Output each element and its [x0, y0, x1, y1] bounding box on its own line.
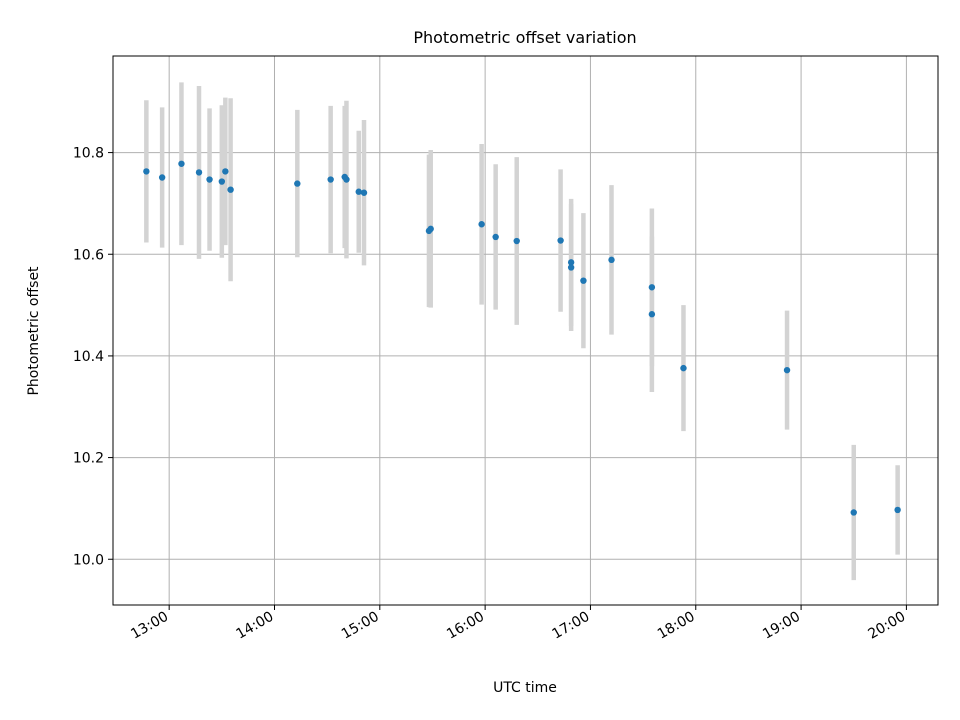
- plot-frame: [112, 55, 939, 606]
- data-point: [648, 284, 656, 291]
- data-point: [218, 178, 226, 185]
- data-point: [355, 188, 362, 195]
- data-point: [158, 174, 166, 181]
- y-tick-label: 10.8: [73, 146, 104, 162]
- data-point: [143, 168, 150, 175]
- data-point: [195, 169, 203, 176]
- data-point: [567, 259, 575, 266]
- data-point: [227, 186, 234, 193]
- data-point: [327, 176, 334, 183]
- data-point: [608, 256, 615, 264]
- data-point: [557, 237, 564, 244]
- data-points: [143, 160, 901, 516]
- y-tick-label: 10.0: [73, 552, 104, 568]
- y-tick-label: 10.4: [73, 349, 104, 365]
- data-point: [783, 366, 791, 374]
- y-axis-label: Photometric offset: [26, 266, 42, 396]
- y-tick-label: 10.6: [73, 247, 104, 263]
- data-point: [222, 168, 229, 175]
- data-point: [478, 221, 485, 228]
- data-point: [680, 364, 687, 372]
- data-point: [492, 233, 499, 241]
- data-point: [343, 176, 350, 183]
- data-point: [850, 509, 857, 516]
- data-point: [580, 277, 587, 284]
- grid: [113, 56, 938, 605]
- data-point: [513, 237, 520, 245]
- x-axis-label: UTC time: [493, 680, 557, 696]
- data-point: [294, 180, 301, 187]
- data-point: [360, 189, 368, 196]
- y-tick-label: 10.2: [73, 451, 104, 467]
- data-point: [206, 176, 213, 183]
- chart-title: Photometric offset variation: [413, 28, 636, 47]
- data-point: [894, 506, 901, 514]
- data-point: [427, 225, 434, 233]
- data-point: [178, 160, 185, 167]
- data-point: [567, 264, 575, 271]
- data-point: [648, 311, 656, 318]
